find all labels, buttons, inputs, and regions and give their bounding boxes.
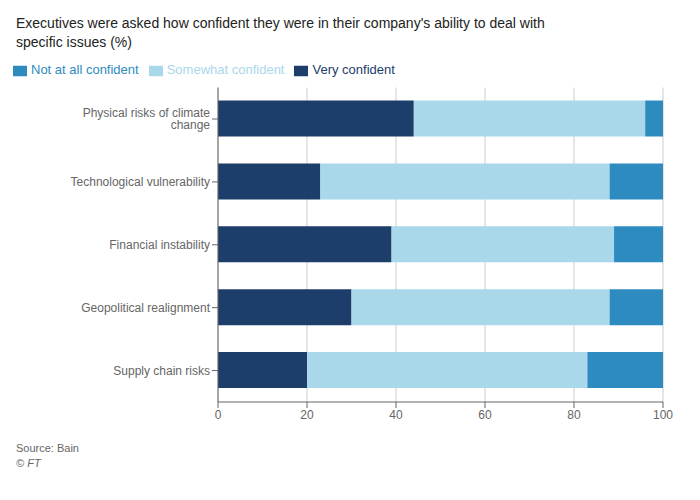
html-text:Executives were asked how conf: Executives were asked how confident they… [16,15,545,31]
svg-text:20: 20 [300,408,314,422]
html-text:Somewhat confident: Somewhat confident [166,62,285,77]
svg-text:Supply chain risks: Supply chain risks [113,364,210,378]
svg-text:100: 100 [653,408,673,422]
svg-text:Physical risks of climatechang: Physical risks of climatechange [83,106,211,132]
html-text:Source: Bain: Source: Bain [16,442,79,454]
html-text:© FT: © FT [16,457,41,469]
svg-text:Financial instability: Financial instability [109,238,210,252]
svg-text:Technological vulnerability: Technological vulnerability [71,175,210,189]
html-text:Not at all confident: Not at all confident [31,62,139,77]
svg-text:80: 80 [567,408,581,422]
html-text:Very confident: Very confident [312,62,395,77]
svg-text:40: 40 [389,408,403,422]
html-text:specific issues (%): specific issues (%) [16,34,132,50]
svg-text:0: 0 [215,408,222,422]
svg-text:60: 60 [478,408,492,422]
svg-text:Geopolitical realignment: Geopolitical realignment [81,301,210,315]
